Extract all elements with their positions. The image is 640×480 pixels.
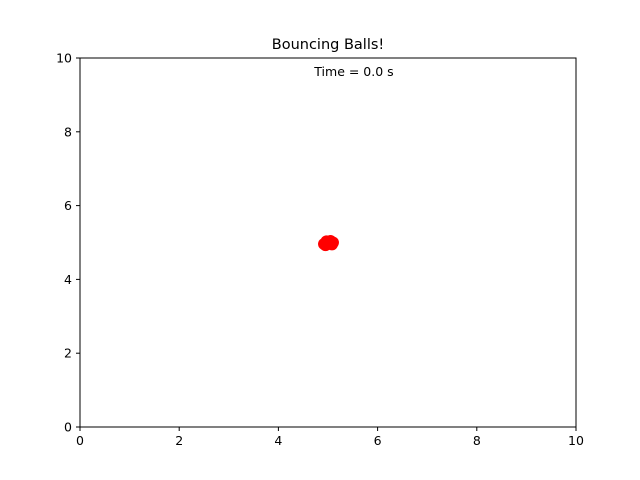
y-tick-label: 2 bbox=[64, 346, 72, 361]
y-tick-label: 0 bbox=[64, 420, 72, 435]
y-axis: 0 2 4 6 8 10 bbox=[56, 51, 80, 435]
x-tick-label: 2 bbox=[175, 433, 183, 448]
time-annotation: Time = 0.0 s bbox=[313, 64, 393, 79]
x-tick-label: 0 bbox=[76, 433, 84, 448]
x-tick-label: 6 bbox=[374, 433, 382, 448]
y-tick-label: 6 bbox=[64, 198, 72, 213]
ball-point bbox=[326, 236, 339, 249]
x-tick-label: 10 bbox=[568, 433, 584, 448]
y-tick-label: 10 bbox=[56, 51, 72, 66]
chart-title: Bouncing Balls! bbox=[272, 37, 384, 53]
y-tick-label: 8 bbox=[64, 124, 72, 139]
x-axis: 0 2 4 6 8 10 bbox=[76, 427, 584, 448]
y-tick-label: 4 bbox=[64, 272, 72, 287]
data-points bbox=[318, 235, 339, 252]
x-tick-label: 4 bbox=[274, 433, 282, 448]
x-tick-label: 8 bbox=[473, 433, 481, 448]
plot-area-frame bbox=[79, 57, 577, 428]
